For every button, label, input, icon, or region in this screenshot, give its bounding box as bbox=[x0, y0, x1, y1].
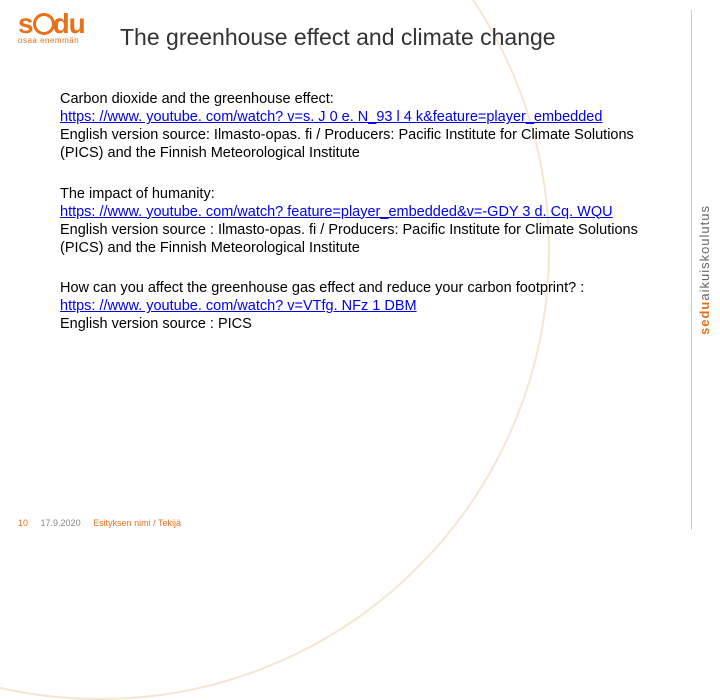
page-title: The greenhouse effect and climate change bbox=[120, 24, 556, 51]
footer: 10 17.9.2020 Esityksen nimi / Tekijä bbox=[18, 518, 181, 528]
logo-s: s bbox=[18, 8, 33, 39]
content-block: The impact of humanity: https: //www. yo… bbox=[60, 185, 640, 258]
block-tail: English version source : Ilmasto-opas. f… bbox=[60, 221, 640, 257]
content-block: How can you affect the greenhouse gas ef… bbox=[60, 279, 640, 333]
page-number: 10 bbox=[18, 518, 28, 528]
right-brand-primary: sedu bbox=[697, 301, 712, 335]
block-tail: English version source : PICS bbox=[60, 315, 640, 333]
block-link[interactable]: https: //www. youtube. com/watch? featur… bbox=[60, 204, 613, 220]
right-brand-secondary: aikuiskoulutus bbox=[697, 205, 712, 301]
content-block: Carbon dioxide and the greenhouse effect… bbox=[60, 90, 640, 163]
right-separator bbox=[691, 10, 692, 530]
block-link[interactable]: https: //www. youtube. com/watch? v=VTfg… bbox=[60, 298, 417, 314]
footer-subtitle: Esityksen nimi / Tekijä bbox=[93, 518, 181, 528]
block-intro: The impact of humanity: bbox=[60, 185, 640, 203]
content-area: Carbon dioxide and the greenhouse effect… bbox=[60, 90, 640, 355]
footer-date: 17.9.2020 bbox=[41, 518, 81, 528]
block-intro: Carbon dioxide and the greenhouse effect… bbox=[60, 90, 640, 108]
logo-dot-icon bbox=[33, 13, 55, 35]
logo: sdu osaa enemmän bbox=[18, 10, 85, 45]
block-link[interactable]: https: //www. youtube. com/watch? v=s. J… bbox=[60, 109, 602, 125]
block-intro: How can you affect the greenhouse gas ef… bbox=[60, 279, 640, 297]
logo-text: sdu bbox=[18, 10, 85, 38]
logo-rest: du bbox=[53, 8, 85, 39]
block-tail: English version source: Ilmasto-opas. fi… bbox=[60, 126, 640, 162]
logo-subtitle: osaa enemmän bbox=[18, 36, 85, 45]
right-brand: seduaikuiskoulutus bbox=[697, 205, 712, 335]
